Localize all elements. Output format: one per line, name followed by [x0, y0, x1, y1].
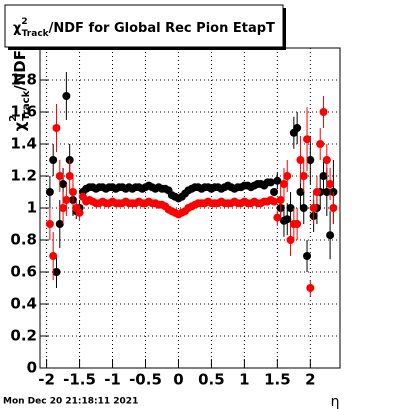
marker: [316, 140, 325, 148]
y-tick-label: 1: [27, 199, 37, 217]
marker: [75, 208, 84, 217]
marker: [312, 188, 321, 196]
chart-title: χ2 Track/NDF for Global Rec Pion EtapT: [13, 17, 275, 39]
marker: [273, 213, 282, 222]
marker: [52, 268, 61, 276]
marker: [266, 178, 275, 187]
x-tick-label: 0: [173, 371, 183, 389]
marker: [273, 176, 282, 185]
y-tick-label: 1.4: [10, 135, 37, 153]
x-tick-label: -0.5: [129, 371, 162, 389]
timestamp: Mon Dec 20 21:18:11 2021: [3, 397, 138, 407]
marker: [52, 124, 61, 132]
marker: [55, 220, 64, 228]
y-tick-label: 0.8: [10, 231, 37, 249]
marker: [293, 124, 302, 132]
plot-area: 00.20.40.60.811.21.41.61.8-2 -1.5 -1 -0.5 0 0…: [10, 47, 341, 389]
y-tick-label: 0.2: [10, 327, 37, 345]
marker: [45, 188, 54, 196]
marker: [49, 156, 58, 164]
marker: [49, 252, 58, 260]
y-tick-label: 1.6: [10, 103, 37, 121]
marker: [286, 236, 295, 244]
marker: [296, 188, 305, 196]
marker: [286, 204, 295, 212]
marker: [303, 135, 312, 144]
marker: [55, 172, 64, 180]
marker: [322, 156, 331, 164]
marker: [326, 180, 335, 188]
x-axis-label: η: [331, 394, 340, 409]
y-tick-label: 1.2: [10, 167, 37, 185]
marker: [283, 215, 292, 224]
marker: [62, 196, 71, 204]
marker: [270, 188, 279, 196]
y-tick-label: 0.4: [10, 295, 37, 313]
marker: [296, 156, 305, 164]
marker: [65, 172, 74, 180]
marker: [299, 172, 308, 180]
marker: [293, 220, 302, 228]
x-tick-label: 1.5: [264, 371, 291, 389]
x-tick-label: 2: [305, 371, 315, 389]
marker: [309, 204, 318, 212]
marker: [59, 180, 68, 188]
marker: [45, 220, 54, 228]
marker: [276, 196, 285, 204]
marker: [329, 204, 338, 212]
x-tick-label: 0.5: [198, 371, 225, 389]
marker: [270, 197, 279, 206]
y-axis-label: χ2 Track/NDF: [8, 50, 32, 131]
marker: [306, 284, 315, 292]
marker: [59, 204, 68, 212]
marker: [62, 92, 71, 100]
marker: [319, 172, 328, 180]
marker: [283, 172, 292, 180]
marker: [319, 108, 328, 116]
marker: [279, 180, 288, 188]
x-tick-label: -2: [38, 371, 55, 389]
marker: [326, 231, 335, 240]
marker: [303, 252, 312, 260]
marker: [68, 188, 77, 196]
x-tick-label: -1.5: [63, 371, 96, 389]
y-tick-label: 1.8: [10, 71, 37, 89]
y-tick-label: 0: [27, 359, 37, 377]
y-tick-label: 0.6: [10, 263, 37, 281]
title-box: [4, 4, 284, 48]
marker: [322, 188, 331, 196]
marker: [306, 156, 315, 164]
x-tick-label: -1: [104, 371, 121, 389]
x-tick-label: 1: [239, 371, 249, 389]
marker: [299, 204, 308, 212]
